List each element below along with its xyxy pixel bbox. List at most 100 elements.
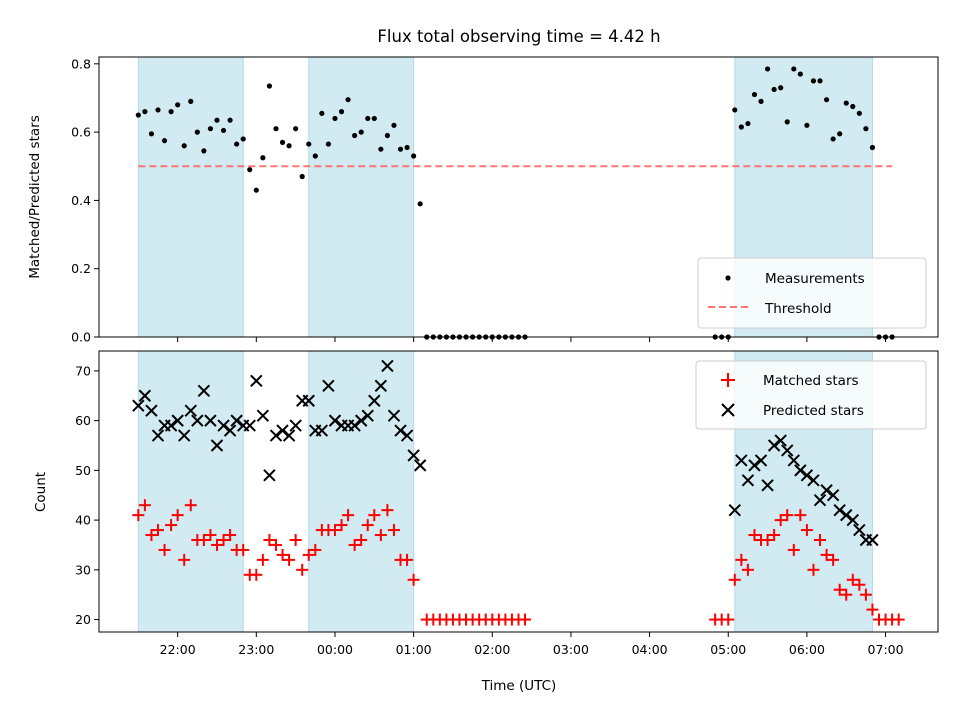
measurement-point — [397, 146, 404, 152]
measurement-point — [869, 144, 876, 151]
legend-measurements-marker — [725, 275, 731, 281]
predicted-star-point — [184, 404, 197, 417]
predicted-star-point — [774, 434, 787, 447]
predicted-star-stroke — [767, 439, 781, 452]
y-tick-label: 20 — [75, 612, 91, 627]
bottom-panel: 20 30 40 50 60 70 22:00 23:00 00:00 01:00 02:00 03… — [33, 350, 939, 694]
predicted-star-stroke — [800, 469, 814, 482]
measurement-point — [371, 115, 377, 122]
predicted-star-point — [394, 424, 407, 437]
predicted-star-point — [276, 424, 289, 437]
predicted-star-stroke — [164, 419, 178, 432]
predicted-star-point — [361, 409, 374, 422]
x-tick-label: 22:00 — [160, 642, 196, 657]
matched-star-point — [204, 529, 217, 542]
predicted-star-point — [800, 469, 814, 482]
y-tick-label: 60 — [75, 413, 91, 428]
matched-star-point — [302, 548, 315, 561]
predicted-star-stroke — [794, 464, 807, 477]
measurement-point — [778, 85, 784, 91]
matched-star-point — [342, 509, 355, 522]
predicted-star-stroke — [145, 404, 158, 417]
predicted-star-point — [223, 424, 237, 437]
matched-star-point — [381, 504, 394, 517]
matched-star-point — [289, 533, 302, 546]
predicted-star-stroke — [191, 414, 204, 427]
matched-star-point — [269, 538, 282, 551]
predicted-star-stroke — [204, 414, 217, 427]
matched-star-point — [807, 563, 820, 576]
predicted-star-stroke — [184, 404, 197, 417]
y-tick-label: 50 — [75, 463, 91, 478]
measurement-point — [804, 122, 810, 128]
predicted-star-stroke — [171, 414, 184, 427]
matched-star-point — [892, 613, 905, 626]
predicted-star-point — [813, 493, 827, 507]
predicted-star-point — [164, 419, 178, 432]
predicted-star-point — [741, 474, 755, 487]
measurement-point — [155, 107, 161, 113]
matched-star-point — [250, 568, 263, 581]
measurement-point — [279, 139, 286, 145]
predicted-star-point — [322, 379, 335, 393]
predicted-star-stroke — [781, 444, 794, 457]
predicted-star-stroke — [348, 419, 361, 432]
matched-star-point — [853, 578, 866, 591]
predicted-star-stroke — [276, 424, 289, 437]
measurement-point — [411, 153, 417, 159]
x-tick-label: 02:00 — [474, 642, 510, 657]
predicted-star-stroke — [269, 429, 283, 442]
measurement-point — [338, 109, 345, 115]
matched-star-point — [833, 583, 846, 596]
matched-star-point — [401, 553, 414, 566]
x-tick-label: 03:00 — [553, 642, 589, 657]
predicted-star-stroke — [820, 484, 833, 497]
chart-title: Flux total observing time = 4.42 h — [377, 27, 660, 46]
bottom-y-axis-label: Count — [33, 472, 49, 512]
measurement-point — [266, 83, 273, 89]
predicted-star-point — [138, 389, 152, 402]
measurement-point — [810, 78, 817, 84]
matched-star-point — [138, 499, 151, 512]
predicted-star-stroke — [381, 359, 394, 373]
bottom-legend-box — [695, 360, 927, 430]
measurement-point — [135, 112, 141, 118]
matched-star-point — [866, 603, 879, 616]
measurement-point — [797, 71, 803, 77]
measurement-point — [227, 117, 233, 123]
predicted-star-point — [387, 409, 401, 422]
matched-star-point — [407, 573, 420, 586]
predicted-star-point — [210, 439, 224, 452]
measurement-point — [771, 86, 777, 93]
x-axis-label: Time (UTC) — [481, 678, 557, 694]
matched-star-point — [145, 529, 158, 542]
x-tick-label: 23:00 — [238, 642, 274, 657]
shaded-interval — [308, 350, 415, 633]
y-tick-label: 40 — [75, 513, 91, 528]
predicted-star-point — [151, 429, 165, 442]
predicted-star-stroke — [853, 523, 866, 537]
predicted-star-point — [256, 409, 270, 422]
matched-star-point — [309, 543, 322, 556]
predicted-star-point — [171, 414, 184, 427]
predicted-star-point — [840, 508, 853, 522]
predicted-star-stroke — [374, 379, 388, 393]
predicted-star-point — [197, 384, 211, 397]
measurement-point — [273, 126, 279, 132]
matched-star-point — [355, 533, 368, 546]
measurement-point — [253, 187, 259, 193]
measurement-point — [830, 136, 836, 142]
predicted-star-point — [269, 429, 283, 442]
legend-matched-marker — [721, 373, 735, 387]
measurement-point — [365, 115, 371, 122]
matched-star-point — [846, 573, 859, 586]
measurement-point — [823, 97, 830, 103]
measurement-point — [293, 126, 299, 132]
measurement-point — [214, 117, 220, 123]
bottom-legend: Matched stars Predicted stars — [695, 360, 927, 430]
measurement-point — [791, 66, 797, 72]
legend-threshold-label: Threshold — [764, 301, 832, 317]
top-axes-frame — [98, 56, 939, 338]
measurement-point — [207, 126, 214, 132]
